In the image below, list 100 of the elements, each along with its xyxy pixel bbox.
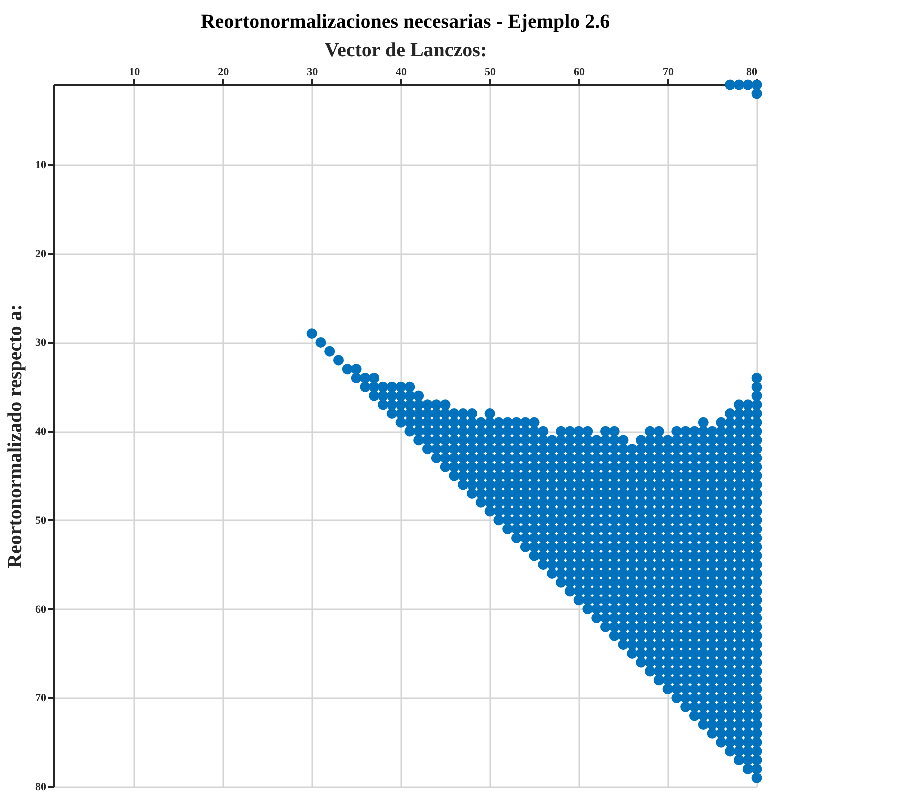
point <box>342 364 353 375</box>
point <box>752 612 762 624</box>
x-axis-title: Vector de Lanczos: <box>324 40 488 62</box>
point <box>654 426 664 437</box>
point <box>484 506 496 517</box>
point <box>752 488 762 499</box>
point <box>752 577 762 588</box>
point <box>752 595 762 606</box>
point <box>404 426 416 437</box>
point <box>520 542 531 552</box>
point <box>404 382 416 392</box>
point <box>609 426 620 437</box>
point <box>538 560 549 570</box>
point <box>752 772 762 784</box>
point <box>752 435 762 446</box>
point <box>564 586 576 597</box>
point <box>752 550 762 562</box>
point <box>725 746 736 757</box>
point <box>592 612 602 624</box>
point <box>351 373 362 384</box>
x-tick-label: 80 <box>746 66 758 78</box>
point <box>414 390 424 402</box>
point <box>422 444 433 455</box>
point <box>556 577 566 588</box>
point <box>725 80 736 90</box>
point <box>752 640 762 650</box>
x-tick-label: 40 <box>396 66 408 78</box>
point <box>618 640 629 650</box>
point <box>752 452 762 464</box>
point <box>752 586 762 597</box>
y-axis-title: Reortonormalizado respecto a: <box>4 304 26 569</box>
point <box>378 400 388 410</box>
point <box>449 470 460 482</box>
y-tick-label: 80 <box>36 782 47 791</box>
point <box>627 648 638 659</box>
point <box>529 550 540 562</box>
point <box>529 417 540 428</box>
point <box>574 595 584 606</box>
point <box>396 417 406 428</box>
point <box>752 764 762 774</box>
point <box>369 390 380 402</box>
point <box>752 480 762 490</box>
point <box>618 435 629 446</box>
point <box>752 604 762 615</box>
point <box>734 755 744 766</box>
point <box>752 720 762 730</box>
point <box>752 648 762 659</box>
point <box>511 532 522 544</box>
point <box>698 417 709 428</box>
y-tick-label: 70 <box>36 692 47 705</box>
point <box>752 710 762 722</box>
point <box>547 568 558 579</box>
point <box>316 337 326 348</box>
point <box>752 728 762 739</box>
point <box>351 364 362 375</box>
point <box>600 622 611 632</box>
point <box>502 524 514 535</box>
chart-title: Reortonormalizaciones necesarias - Ejemplo 2.6 <box>200 11 610 33</box>
y-tick-label: 10 <box>36 159 47 172</box>
point <box>582 426 594 437</box>
point <box>752 568 762 579</box>
point <box>742 764 754 774</box>
point <box>752 532 762 544</box>
point <box>466 408 478 420</box>
point <box>707 728 718 739</box>
y-tick-label: 40 <box>36 426 47 438</box>
x-tick-label: 70 <box>663 66 675 78</box>
point <box>752 390 762 402</box>
point <box>440 400 451 410</box>
point <box>752 426 762 437</box>
point <box>742 80 754 90</box>
point <box>476 497 486 508</box>
y-tick-label: 20 <box>36 248 47 260</box>
point <box>752 692 762 704</box>
point <box>752 702 762 712</box>
x-tick-label: 30 <box>307 66 319 78</box>
point <box>644 666 656 677</box>
point <box>334 355 344 366</box>
point <box>716 737 727 748</box>
x-tick-label: 20 <box>218 66 230 78</box>
point <box>414 435 424 446</box>
point <box>386 408 398 420</box>
point <box>306 328 318 340</box>
point <box>752 560 762 570</box>
point <box>466 488 478 499</box>
point <box>752 470 762 482</box>
point <box>752 497 762 508</box>
x-tick-label: 10 <box>129 66 141 78</box>
point <box>609 630 620 642</box>
point <box>752 88 762 100</box>
point <box>636 657 647 668</box>
point <box>752 666 762 677</box>
point <box>538 426 549 437</box>
point <box>672 692 682 704</box>
y-tick-label: 50 <box>36 514 47 527</box>
point <box>440 462 451 472</box>
point <box>752 746 762 757</box>
point <box>752 417 762 428</box>
point <box>752 515 762 526</box>
point <box>752 373 762 384</box>
